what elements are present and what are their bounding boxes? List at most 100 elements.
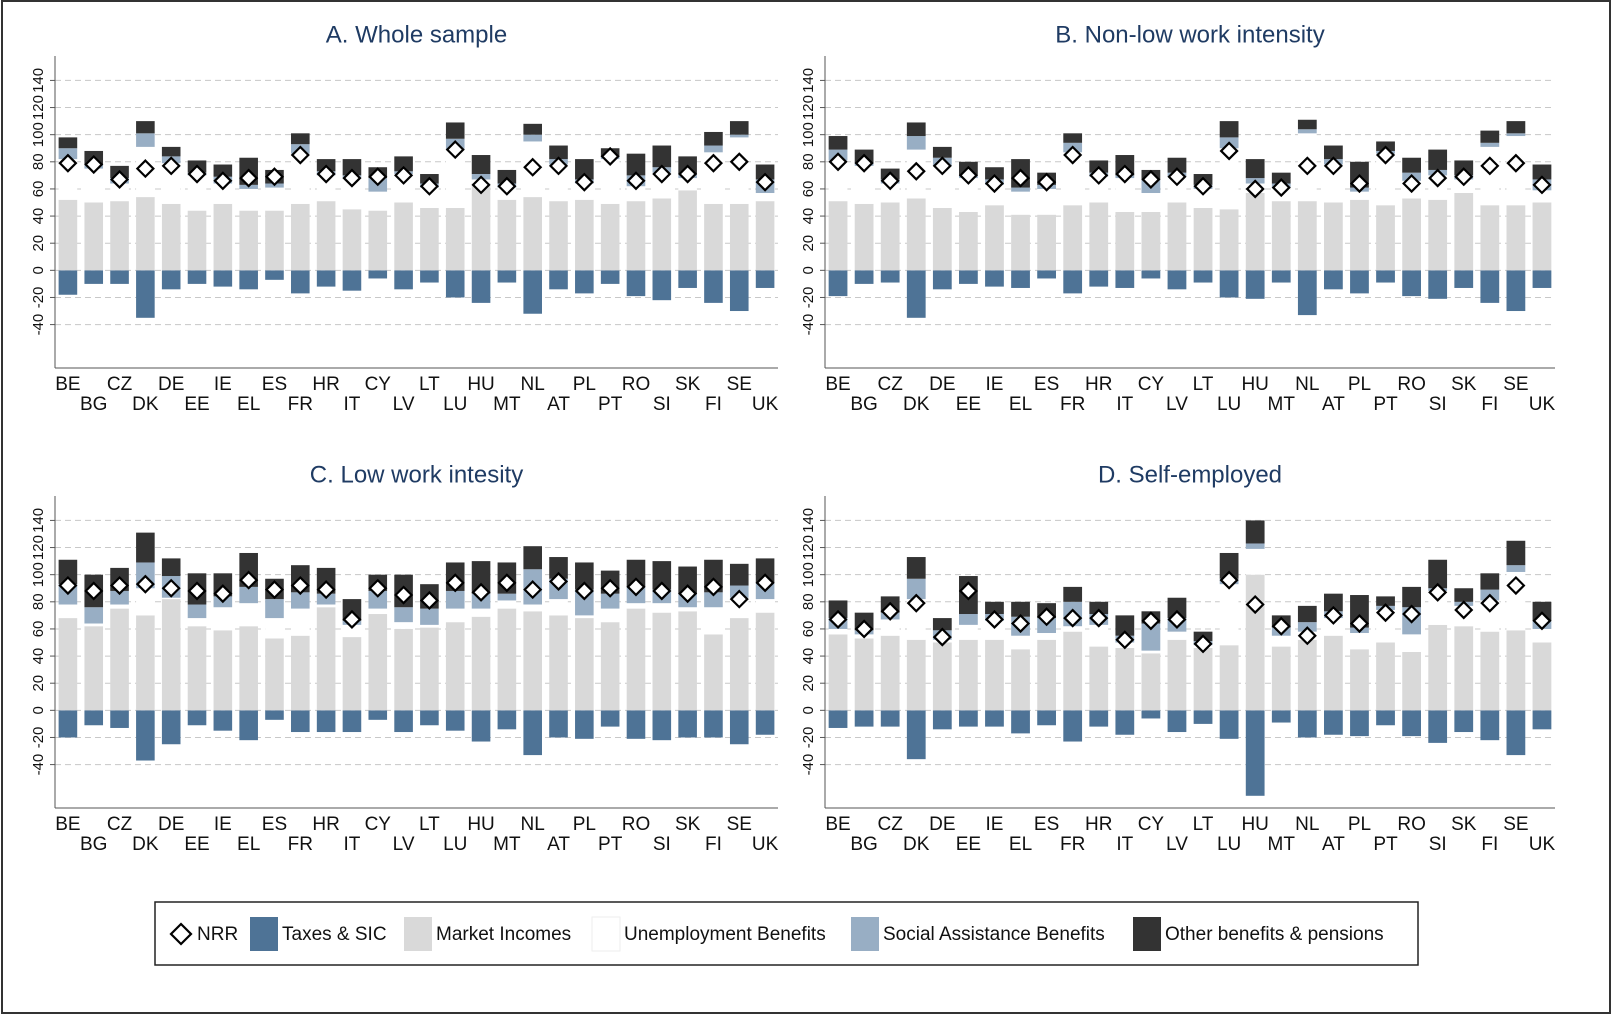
nrr-marker	[932, 156, 952, 176]
bar-segment	[1350, 270, 1369, 294]
bar-segment	[1324, 618, 1343, 636]
bar-segment	[1297, 270, 1317, 316]
nrr-marker	[1428, 168, 1448, 188]
bar-segment	[652, 198, 672, 271]
bar-segment	[1297, 605, 1317, 623]
y-tick-label: -20	[30, 287, 47, 309]
legend-swatch	[250, 917, 278, 951]
bar-segment	[1506, 565, 1526, 572]
bar-segment	[1037, 633, 1056, 640]
y-tick-label: 80	[30, 153, 47, 170]
bar-segment	[755, 201, 775, 271]
bar-segment	[932, 207, 952, 271]
bar-segment	[420, 624, 439, 628]
bar-segment	[1428, 199, 1448, 271]
bar-segment	[84, 202, 104, 271]
bar-segment	[445, 622, 465, 711]
bar-segment	[1324, 635, 1343, 711]
x-tick-label: PT	[598, 834, 623, 855]
nrr-marker	[1063, 145, 1083, 165]
bar-segment	[755, 193, 775, 202]
bar-segment	[445, 207, 465, 271]
bar-segment	[265, 187, 284, 211]
bar-segment	[239, 586, 258, 604]
bar-segment	[394, 607, 413, 623]
x-tick-label: HR	[312, 374, 339, 395]
bar-segment	[187, 618, 207, 627]
nrr-marker	[1037, 172, 1057, 192]
bar-segment	[600, 270, 620, 284]
x-tick-label: CZ	[878, 374, 904, 395]
nrr-marker	[1141, 169, 1161, 189]
y-tick-label: -40	[30, 314, 47, 336]
nrr-marker	[574, 581, 594, 601]
nrr-marker	[1271, 616, 1291, 636]
bar-segment	[1141, 270, 1161, 279]
bar-segment	[291, 153, 310, 204]
bar-segment	[523, 710, 542, 756]
bar-segment	[368, 270, 388, 279]
nrr-marker	[729, 589, 749, 609]
bar-segment	[1532, 202, 1552, 271]
x-tick-label: DK	[903, 834, 930, 855]
x-tick-label: IT	[1116, 834, 1133, 855]
y-tick-label: 0	[30, 266, 47, 274]
x-tick-label: SK	[1451, 374, 1477, 395]
nrr-marker	[290, 145, 310, 165]
nrr-marker	[471, 175, 491, 195]
nrr-marker	[419, 176, 439, 196]
bar-segment	[729, 618, 749, 711]
bar-segment	[342, 270, 362, 291]
bar-segment	[497, 608, 517, 711]
bar-segment	[626, 608, 646, 711]
nrr-marker	[1193, 634, 1213, 654]
nrr-marker	[828, 152, 848, 172]
bar-segment	[906, 136, 926, 150]
bar-segment	[704, 634, 723, 711]
bar-segment	[1141, 653, 1161, 711]
nrr-marker	[394, 165, 414, 185]
bar-segment	[1011, 649, 1030, 711]
bar-segment	[1063, 631, 1083, 711]
x-tick-label: CY	[1138, 374, 1165, 395]
bar-segment	[445, 122, 465, 139]
bar-segment	[959, 212, 978, 271]
nrr-marker	[1375, 603, 1396, 623]
bar-segment	[110, 201, 129, 271]
bar-segment	[575, 199, 594, 271]
bar-segment	[1402, 198, 1421, 271]
bar-segment	[1063, 270, 1083, 294]
bar-segment	[549, 270, 568, 290]
x-tick-label: SE	[1503, 374, 1528, 395]
bar-segment	[704, 203, 723, 271]
bar-segment	[932, 710, 952, 730]
nrr-marker	[239, 570, 259, 590]
nrr-marker	[1402, 173, 1422, 194]
nrr-marker	[1428, 582, 1448, 602]
bar-segment	[316, 604, 336, 608]
nrr-marker	[419, 590, 439, 611]
bar-segment	[549, 164, 568, 202]
bar-segment	[1167, 270, 1187, 290]
bar-segment	[1506, 270, 1526, 312]
bar-segment	[549, 615, 568, 711]
bar-segment	[84, 626, 104, 711]
bar-segment	[626, 270, 646, 297]
nrr-marker	[368, 578, 388, 598]
bar-segment	[1141, 212, 1161, 271]
legend-label: Market Incomes	[436, 924, 571, 945]
bar-segment	[1350, 710, 1369, 737]
bar-segment	[729, 563, 749, 586]
nrr-marker	[84, 581, 104, 601]
bar-segment	[213, 164, 233, 177]
bar-segment	[1376, 609, 1395, 643]
bar-segment	[1089, 202, 1109, 271]
bar-segment	[1011, 635, 1030, 650]
bar-segment	[1219, 209, 1239, 271]
bar-segment	[497, 710, 517, 730]
bar-segment	[626, 153, 646, 176]
bar-segment	[1376, 642, 1395, 711]
bar-segment	[985, 205, 1004, 271]
bar-segment	[1193, 710, 1213, 724]
